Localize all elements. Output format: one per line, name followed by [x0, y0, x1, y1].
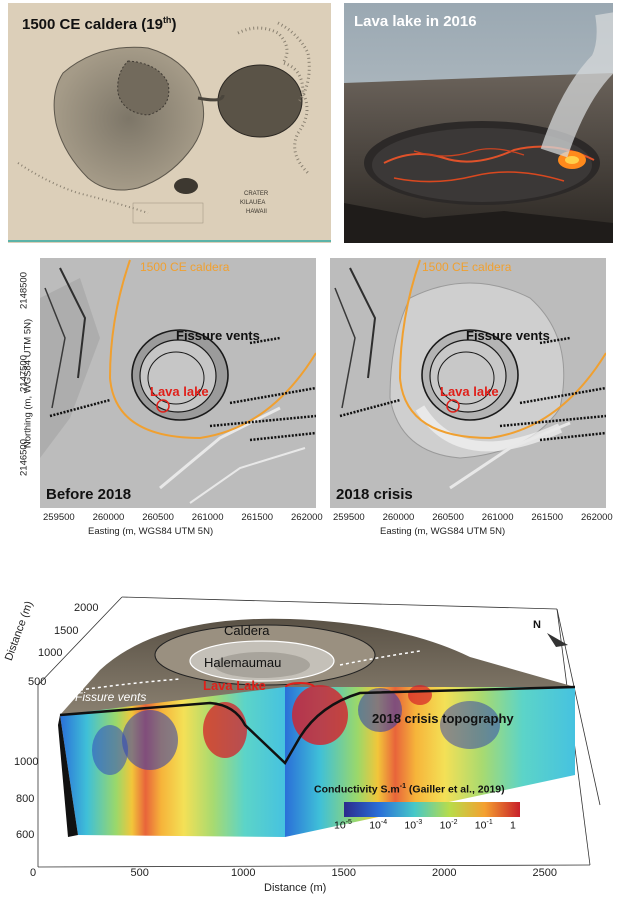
crisis-topography-line: [59, 685, 576, 765]
lava-lake-circle: [156, 399, 170, 413]
map-text-line: HAWAII: [246, 209, 267, 215]
map-text-line: KILAUEA: [240, 200, 265, 206]
back-y-tick: 2000: [74, 602, 99, 614]
topography-text: 2018 crisis topography: [372, 711, 514, 726]
x-tick: 260500: [432, 512, 464, 523]
north-arrow-icon: [547, 633, 568, 647]
block-x-tick: 2500: [532, 867, 557, 879]
y-tick: 2147500: [18, 355, 30, 392]
block-x-tick: 1500: [331, 867, 356, 879]
caldera-rim-line: [398, 259, 606, 440]
title-text: 1500 CE caldera (19: [22, 16, 163, 33]
maps-xlabel-right: Easting (m, WGS84 UTM 5N): [380, 526, 506, 537]
back-y-tick: 1500: [54, 625, 79, 637]
caldera-label: 1500 CE caldera: [422, 260, 512, 274]
map-title-block: CRATER KILAUEA HAWAII: [240, 191, 269, 215]
x-tick: 262000: [291, 512, 323, 523]
north-label: N: [533, 619, 541, 631]
map-halemaumau-pit: [217, 64, 303, 138]
x-tick: 261000: [191, 512, 224, 523]
title-sup: th: [162, 15, 172, 25]
y-tick: 2148500: [18, 272, 30, 309]
x-tick: 261500: [241, 512, 274, 523]
before-2018-caption: Before 2018: [46, 486, 132, 503]
colorbar-tick: 10-1: [474, 819, 493, 832]
title-end: ): [171, 16, 177, 33]
lava-lake-label: Lava lake: [440, 384, 499, 399]
maps-xlabel-left: Easting (m, WGS84 UTM 5N): [88, 526, 214, 537]
map-before-2018: 1500 CE caldera Fissure vents Lava lake …: [40, 258, 316, 508]
block-fissure-vents-text: Fissure vents: [75, 690, 147, 704]
y-tick: 2146500: [18, 439, 30, 476]
section-side: [58, 715, 78, 837]
lava-lake-photo-panel: Lava lake in 2016: [344, 3, 613, 243]
x-tick: 261000: [481, 512, 514, 523]
caldera-rim-line: [108, 259, 316, 440]
x-tick: 259500: [333, 512, 365, 523]
x-tick: 261500: [531, 512, 564, 523]
colorbar-title-text: Conductivity S.m: [314, 783, 400, 796]
x-tick: 260000: [92, 512, 125, 523]
map-2018-crisis-drawing: [330, 258, 606, 508]
block-lava-lake-text: Lava Lake: [203, 678, 266, 693]
colorbar-title-sup: -1: [399, 783, 406, 790]
colorbar-tick: 10-3: [404, 819, 423, 832]
block-x-tick: 2000: [432, 867, 457, 879]
depth-tick: 600: [16, 829, 35, 841]
depth-tick: 800: [16, 793, 35, 805]
lava-lake-photo-title: Lava lake in 2016: [354, 13, 477, 30]
map-2018-crisis: 1500 CE caldera Fissure vents Lava lake …: [330, 258, 606, 508]
depth-tick: 1000: [14, 756, 39, 768]
historic-map-drawing: CRATER KILAUEA HAWAII: [8, 3, 331, 243]
halemaumau-text: Halemaumau: [204, 655, 282, 670]
colorbar-title: Conductivity S.m-1 (Gailler et al., 2019…: [314, 783, 505, 796]
map-text-line: CRATER: [244, 191, 269, 197]
colorbar-tick: 10-5: [334, 819, 352, 832]
block-xlabel: Distance (m): [264, 882, 327, 894]
colorbar-tick: 10-2: [439, 819, 458, 832]
map-before-2018-drawing: [40, 258, 316, 508]
lava-lake-label: Lava lake: [150, 384, 209, 399]
crisis-2018-caption: 2018 crisis: [336, 486, 413, 503]
section-right: [285, 687, 575, 837]
colorbar-tick: 1: [510, 819, 516, 832]
colorbar-title-ref: (Gailler et al., 2019): [406, 783, 505, 796]
fissure-vents-label: Fissure vents: [466, 328, 550, 343]
x-tick: 259500: [43, 512, 75, 523]
lava-lake-circle: [446, 399, 460, 413]
lava-lake-photo: [344, 3, 613, 243]
block-x-tick: 1000: [231, 867, 256, 879]
caldera-label: 1500 CE caldera: [140, 260, 230, 274]
back-y-tick: 1000: [38, 647, 63, 659]
caldera-text: Caldera: [224, 623, 270, 638]
x-tick: 260000: [382, 512, 415, 523]
colorbar-tick: 10-4: [369, 819, 388, 832]
block-x-tick: 500: [130, 867, 149, 879]
historic-map-panel: CRATER KILAUEA HAWAII 1500 CE caldera (1…: [8, 3, 331, 243]
colorbar: [344, 802, 520, 817]
block-x-tick: 0: [30, 867, 37, 879]
historic-map-title: 1500 CE caldera (19th): [22, 15, 176, 33]
fissure-vents-label: Fissure vents: [176, 328, 260, 343]
block-diagram-drawing: [37, 596, 601, 868]
back-y-tick: 500: [28, 676, 47, 688]
block-diagram: Distance (m) 2000 1500 1000 500 1000 800…: [0, 575, 619, 899]
x-tick: 262000: [581, 512, 613, 523]
x-tick: 260500: [142, 512, 174, 523]
